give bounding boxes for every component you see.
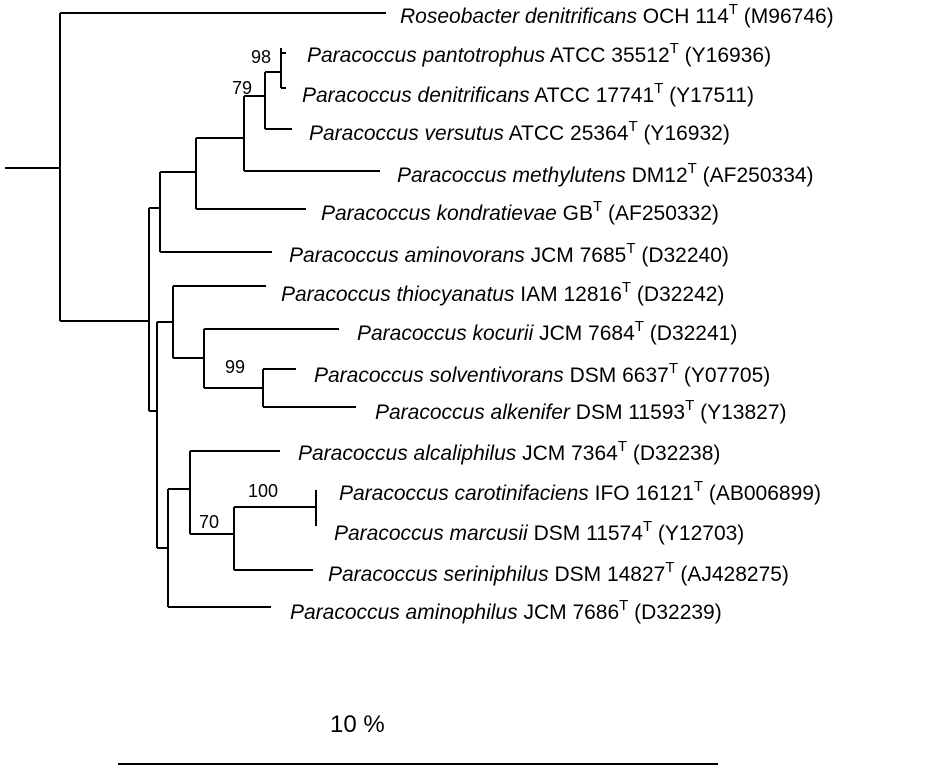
- taxon-label: Paracoccus methylutens DM12T (AF250334): [397, 160, 814, 187]
- bootstrap-value: 79: [232, 78, 252, 98]
- taxon-label: Paracoccus pantotrophus ATCC 35512T (Y16…: [307, 40, 771, 67]
- taxon-label: Paracoccus kocurii JCM 7684T (D32241): [357, 318, 737, 345]
- taxon-label: Paracoccus versutus ATCC 25364T (Y16932): [309, 118, 730, 145]
- taxon-label: Paracoccus aminophilus JCM 7686T (D32239…: [290, 597, 722, 624]
- taxon-label: Paracoccus alkenifer DSM 11593T (Y13827): [375, 397, 787, 424]
- taxon-label: Paracoccus marcusii DSM 11574T (Y12703): [334, 518, 744, 545]
- taxon-label: Paracoccus aminovorans JCM 7685T (D32240…: [289, 240, 729, 267]
- taxon-labels: Roseobacter denitrificans OCH 114T (M967…: [281, 1, 834, 624]
- taxon-label: Paracoccus solventivorans DSM 6637T (Y07…: [314, 360, 770, 387]
- bootstrap-value: 70: [199, 512, 219, 532]
- bootstrap-value: 100: [248, 481, 278, 501]
- taxon-label: Paracoccus seriniphilus DSM 14827T (AJ42…: [328, 559, 789, 586]
- taxon-label: Paracoccus kondratievae GBT (AF250332): [321, 198, 719, 225]
- bootstrap-values: 98 79 99 100 70: [199, 47, 278, 532]
- taxon-label: Paracoccus thiocyanatus IAM 12816T (D322…: [281, 279, 724, 306]
- taxon-label: Paracoccus denitrificans ATCC 17741T (Y1…: [302, 80, 754, 107]
- taxon-label: Paracoccus alcaliphilus JCM 7364T (D3223…: [298, 438, 720, 465]
- tree-branches: [5, 12, 718, 765]
- bootstrap-value: 98: [251, 47, 271, 67]
- bootstrap-value: 99: [225, 357, 245, 377]
- taxon-label: Paracoccus carotinifaciens IFO 16121T (A…: [339, 478, 821, 505]
- scale-bar-label: 10 %: [330, 711, 385, 738]
- taxon-label: Roseobacter denitrificans OCH 114T (M967…: [400, 1, 834, 28]
